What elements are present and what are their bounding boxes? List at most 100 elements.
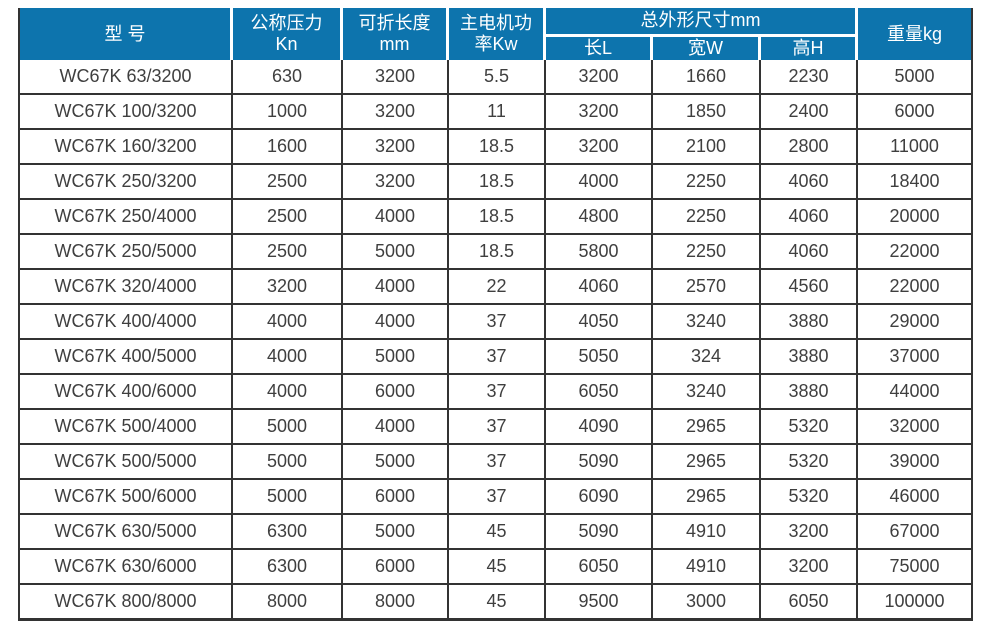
- table-cell: 20000: [858, 200, 973, 236]
- table-cell: 4060: [761, 165, 858, 201]
- table-cell: 2230: [761, 60, 858, 96]
- table-cell: 2965: [653, 480, 761, 516]
- header-motor-power-line1: 主电机功: [460, 12, 532, 33]
- table-cell: 3000: [653, 585, 761, 622]
- table-cell: 5000: [343, 515, 449, 551]
- table-cell: 3200: [546, 130, 653, 166]
- table-cell: 5090: [546, 445, 653, 481]
- table-cell: 5090: [546, 515, 653, 551]
- table-cell: 3880: [761, 305, 858, 341]
- table-cell: 3200: [343, 95, 449, 131]
- table-cell: 22000: [858, 235, 973, 271]
- table-cell: 11000: [858, 130, 973, 166]
- table-cell: 2570: [653, 270, 761, 306]
- table-cell: 37: [449, 480, 546, 516]
- header-weight: 重量kg: [858, 8, 973, 61]
- table-cell: 5050: [546, 340, 653, 376]
- table-cell: 5000: [858, 60, 973, 96]
- table-cell: WC67K 630/5000: [18, 515, 233, 551]
- table-cell: 4050: [546, 305, 653, 341]
- table-cell: WC67K 250/3200: [18, 165, 233, 201]
- table-cell: 2800: [761, 130, 858, 166]
- table-cell: 100000: [858, 585, 973, 622]
- table-cell: 5800: [546, 235, 653, 271]
- header-model: 型 号: [18, 8, 233, 61]
- table-row: WC67K 100/3200 1000 3200 11 3200 1850 2400 6000: [18, 95, 973, 131]
- table-cell: WC67K 250/4000: [18, 200, 233, 236]
- header-pressure: 公称压力 Kn: [233, 8, 343, 61]
- table-cell: 6300: [233, 515, 343, 551]
- table-cell: 22: [449, 270, 546, 306]
- table-cell: 67000: [858, 515, 973, 551]
- table-cell: WC67K 500/4000: [18, 410, 233, 446]
- table-row: WC67K 500/5000 5000 5000 37 5090 2965 5320 3900…: [18, 445, 973, 481]
- table-cell: 1000: [233, 95, 343, 131]
- table-cell: 4000: [343, 305, 449, 341]
- table-cell: 1600: [233, 130, 343, 166]
- table-cell: 37: [449, 445, 546, 481]
- table-cell: 2100: [653, 130, 761, 166]
- table-cell: 39000: [858, 445, 973, 481]
- table-cell: 3200: [343, 130, 449, 166]
- table-cell: WC67K 630/6000: [18, 550, 233, 586]
- table-cell: 45: [449, 550, 546, 586]
- table-cell: 4000: [343, 200, 449, 236]
- table-row: WC67K 160/3200 1600 3200 18.5 3200 2100 2800 11…: [18, 130, 973, 166]
- table-cell: 5000: [343, 235, 449, 271]
- header-fold-length: 可折长度 mm: [343, 8, 449, 61]
- table-cell: 8000: [343, 585, 449, 622]
- table-cell: 2400: [761, 95, 858, 131]
- header-pressure-line1: 公称压力: [250, 12, 323, 33]
- table-cell: 5000: [233, 410, 343, 446]
- table-body: WC67K 63/3200 630 3200 5.5 3200 1660 2230 5000 W…: [18, 60, 973, 622]
- table-row: WC67K 500/6000 5000 6000 37 6090 2965 5320 4600…: [18, 480, 973, 516]
- table-cell: 6000: [343, 550, 449, 586]
- table-cell: 3200: [761, 515, 858, 551]
- table-cell: 4000: [233, 305, 343, 341]
- table-row: WC67K 63/3200 630 3200 5.5 3200 1660 2230 5000: [18, 60, 973, 96]
- table-cell: 6050: [546, 550, 653, 586]
- table-cell: WC67K 160/3200: [18, 130, 233, 166]
- table-cell: WC67K 400/5000: [18, 340, 233, 376]
- table-cell: 5320: [761, 445, 858, 481]
- table-cell: 37000: [858, 340, 973, 376]
- table-cell: 2250: [653, 235, 761, 271]
- header-dim-length: 长L: [546, 37, 653, 61]
- table-cell: 3200: [343, 60, 449, 96]
- table-cell: 22000: [858, 270, 973, 306]
- table-row: WC67K 630/6000 6300 6000 45 6050 4910 3200 7500…: [18, 550, 973, 586]
- table-cell: 2500: [233, 235, 343, 271]
- table-cell: 4000: [343, 410, 449, 446]
- table-cell: 6000: [343, 480, 449, 516]
- table-row: WC67K 800/8000 8000 8000 45 9500 3000 6050 1000…: [18, 585, 973, 622]
- table-row: WC67K 400/4000 4000 4000 37 4050 3240 3880 2900…: [18, 305, 973, 341]
- table-cell: 29000: [858, 305, 973, 341]
- spec-table-header: 型 号 公称压力 Kn 可折长度 mm 主电机功 率Kw 总外形尺寸mm 重量k…: [18, 8, 973, 61]
- spec-table: 型 号 公称压力 Kn 可折长度 mm 主电机功 率Kw 总外形尺寸mm 重量k…: [18, 8, 973, 622]
- table-cell: 630: [233, 60, 343, 96]
- table-row: WC67K 320/4000 3200 4000 22 4060 2570 4560 2200…: [18, 270, 973, 306]
- table-cell: 3240: [653, 305, 761, 341]
- table-cell: 6000: [858, 95, 973, 131]
- table-cell: 5000: [233, 445, 343, 481]
- table-row: WC67K 250/4000 2500 4000 18.5 4800 2250 4060 20…: [18, 200, 973, 236]
- table-row: WC67K 250/5000 2500 5000 18.5 5800 2250 4060 22…: [18, 235, 973, 271]
- header-fold-length-line2: mm: [379, 34, 410, 55]
- table-cell: WC67K 100/3200: [18, 95, 233, 131]
- table-cell: 5000: [343, 340, 449, 376]
- table-cell: 45: [449, 585, 546, 622]
- header-pressure-line2: Kn: [275, 34, 298, 55]
- table-cell: 9500: [546, 585, 653, 622]
- table-cell: WC67K 500/5000: [18, 445, 233, 481]
- table-cell: 6050: [546, 375, 653, 411]
- table-cell: WC67K 400/6000: [18, 375, 233, 411]
- table-cell: 324: [653, 340, 761, 376]
- header-fold-length-line1: 可折长度: [358, 12, 431, 33]
- table-cell: 2500: [233, 200, 343, 236]
- table-cell: 6090: [546, 480, 653, 516]
- table-cell: WC67K 250/5000: [18, 235, 233, 271]
- table-cell: 44000: [858, 375, 973, 411]
- table-cell: 3240: [653, 375, 761, 411]
- table-cell: 3880: [761, 375, 858, 411]
- table-cell: 37: [449, 305, 546, 341]
